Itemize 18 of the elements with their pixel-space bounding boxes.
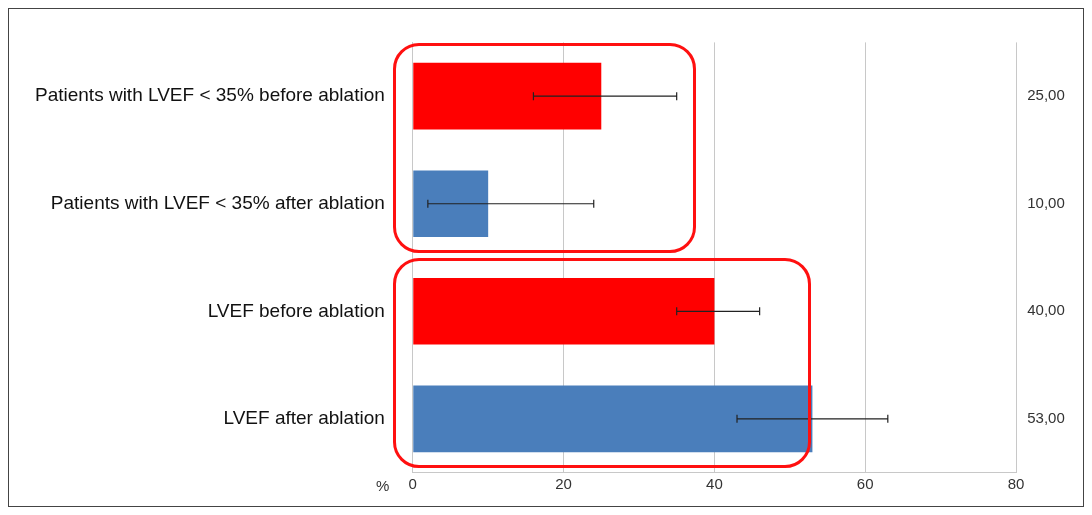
bar (413, 170, 489, 238)
y-tick-label: LVEF after ablation (223, 407, 385, 429)
x-tick-label: 40 (706, 474, 723, 492)
x-tick-label: 80 (1007, 474, 1025, 492)
bar (413, 277, 715, 345)
bar (413, 62, 602, 130)
data-label: 10,00 (1027, 193, 1065, 211)
y-tick-label: LVEF before ablation (207, 299, 385, 321)
data-label: 53,00 (1027, 408, 1065, 426)
data-label: 40,00 (1027, 301, 1065, 319)
data-label: 25,00 (1027, 86, 1065, 104)
x-tick-label: 20 (555, 474, 572, 492)
x-axis-title: % (376, 476, 390, 494)
bar (413, 385, 813, 453)
y-tick-label: Patients with LVEF < 35% after ablation (50, 191, 385, 213)
y-tick-label: Patients with LVEF < 35% before ablation (34, 84, 385, 106)
x-tick-label: 0 (408, 474, 417, 492)
x-tick-label: 60 (856, 474, 874, 492)
